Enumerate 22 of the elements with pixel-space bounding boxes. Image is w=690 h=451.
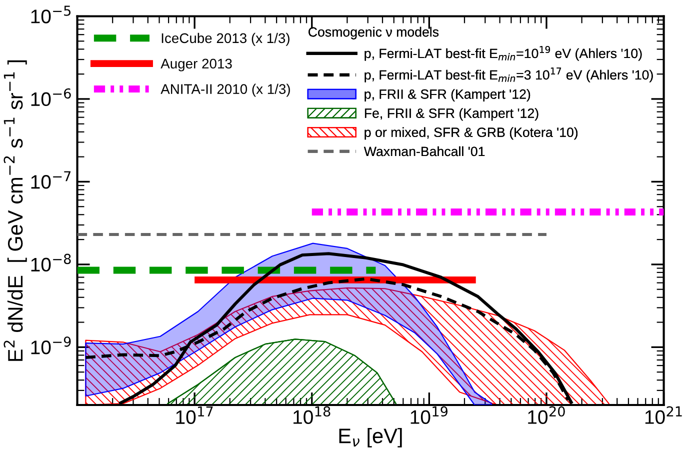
legend-label: p, Fermi-LAT best-fit E$_{min}$=3 10$^{17}$ eV (Ahlers '10) [364,68,653,82]
x-tick-label: 10$^{21}$ [645,406,682,424]
x-tick-label: 10$^{17}$ [176,406,213,424]
y-tick-label: 10$^{−6}$ [31,88,71,106]
legend-label: ANITA-II 2010 (x 1/3) [160,84,290,97]
y-tick-label: 10$^{−9}$ [31,336,71,354]
x-axis-title: E$_{ν}$ [eV] [339,428,402,448]
legend-label: IceCube 2013 (x 1/3) [162,32,290,46]
text: E$^{2}$ dN/dE [ GeV cm$^{−2}$ s$^{−1}$ sr$^{−1}$ ] [4,60,27,361]
legend-label: p, FRII & SFR (Kampert '12) [364,89,530,102]
y-tick-label: 10$^{−5}$ [31,6,71,24]
x-tick-label: 10$^{18}$ [294,406,330,424]
legend-label: Waxman-Bahcall '01 [364,146,485,156]
y-tick-label: 10$^{−8}$ [31,254,71,272]
legend-label: Fe, FRII & SFR (Kampert '12) [364,108,538,121]
legend-label: Auger 2013 [160,58,232,72]
x-tick-label: 10$^{19}$ [410,406,448,424]
x-tick-label: 10$^{20}$ [528,406,565,424]
y-tick-label: 10$^{−7}$ [31,171,71,189]
legend-title: Cosmogenic ν models [308,26,439,40]
legend-label: p, Fermi-LAT best-fit E$_{min}$=10$^{19}$ eV (Ahlers '10) [364,46,642,61]
legend-label: p or mixed, SFR & GRB (Kotera '10) [364,127,578,140]
